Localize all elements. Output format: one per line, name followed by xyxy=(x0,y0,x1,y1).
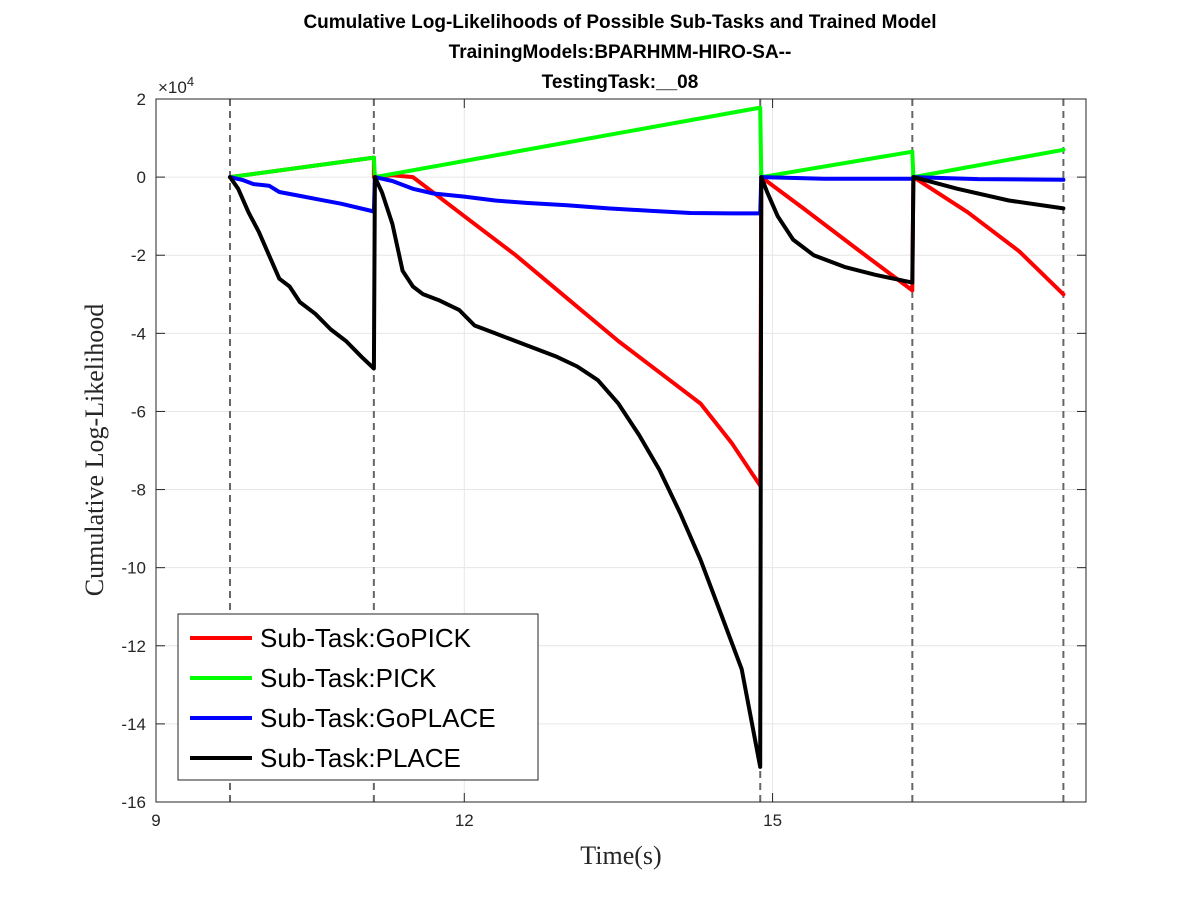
legend: Sub-Task:GoPICK Sub-Task:PICK Sub-Task:GoP… xyxy=(177,613,539,781)
y-tick-label-0: 2 xyxy=(137,90,146,109)
legend-box xyxy=(177,613,539,781)
x-tick-label-2: 15 xyxy=(763,811,782,830)
legend-label-2: Sub-Task:GoPLACE xyxy=(260,703,496,733)
axes-box xyxy=(155,98,1087,803)
y-tick-label-1: 0 xyxy=(137,168,146,187)
y-tick-label-4: -6 xyxy=(131,402,146,421)
y-exponent-label: ×104 xyxy=(158,74,194,97)
series-line-2 xyxy=(228,175,1066,216)
legend-label-1: Sub-Task:PICK xyxy=(260,663,437,693)
y-tick-label-3: -4 xyxy=(131,324,146,343)
x-axis-ticks: 9 12 15 xyxy=(151,99,782,830)
y-tick-label-8: -14 xyxy=(121,715,146,734)
legend-label-0: Sub-Task:GoPICK xyxy=(260,623,472,653)
series-line-3 xyxy=(228,175,1066,769)
chart-title-line-2: TrainingModels:BPARHMM-HIRO-SA-- xyxy=(449,42,792,63)
y-tick-label-9: -16 xyxy=(121,793,146,812)
x-tick-label-0: 9 xyxy=(151,811,160,830)
x-tick-label-1: 12 xyxy=(455,811,474,830)
y-axis-ticks: 2 0 -2 -4 -6 -8 -10 -12 -14 -16 xyxy=(121,90,1086,812)
series-lines xyxy=(228,105,1066,769)
y-tick-label-6: -10 xyxy=(121,559,146,578)
y-tick-label-7: -12 xyxy=(121,637,146,656)
legend-label-3: Sub-Task:PLACE xyxy=(260,743,461,773)
y-axis-label: Cumulative Log-Likelihood xyxy=(80,304,109,596)
series-line-1 xyxy=(228,105,1066,180)
x-axis-label: Time(s) xyxy=(580,841,661,870)
y-tick-label-2: -2 xyxy=(131,246,146,265)
chart-title-line-1: Cumulative Log-Likelihoods of Possible S… xyxy=(303,12,936,33)
chart-title-line-3: TestingTask:__08 xyxy=(542,72,699,93)
y-tick-label-5: -8 xyxy=(131,481,146,500)
